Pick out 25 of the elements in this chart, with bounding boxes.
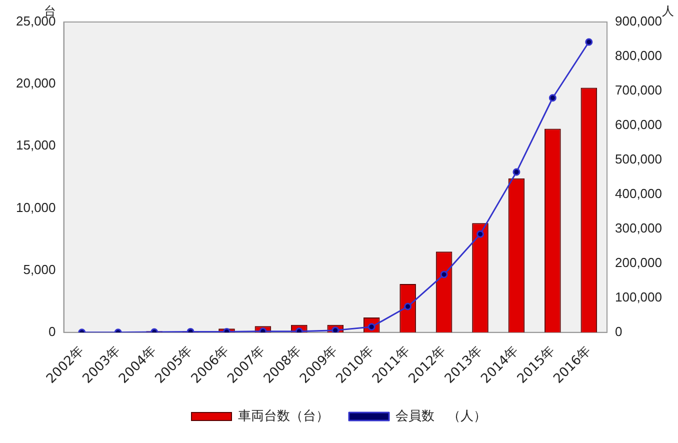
point [332, 326, 340, 332]
point [476, 230, 484, 238]
y-tick-label: 15,000 [16, 138, 56, 153]
legend-label: 車両台数（台） [238, 408, 329, 424]
y2-axis-title: 人 [662, 4, 674, 18]
point [585, 38, 593, 46]
y2-tick-label: 800,000 [615, 48, 662, 64]
point [404, 302, 412, 310]
y-tick-label: 20,000 [16, 76, 56, 91]
y-tick-label: 0 [48, 324, 56, 339]
y2-tick-label: 400,000 [615, 186, 662, 202]
y2-tick-label: 300,000 [615, 220, 662, 236]
y2-tick-label: 700,000 [615, 82, 662, 98]
y2-tick-label: 0 [615, 324, 622, 339]
point [512, 168, 520, 176]
y-tick-label: 5,000 [23, 262, 56, 277]
y-tick-label: 10,000 [16, 200, 56, 215]
y2-tick-label: 200,000 [615, 254, 662, 270]
y2-tick-label: 100,000 [615, 289, 662, 304]
y2-tick-label: 500,000 [615, 152, 662, 167]
legend-label: 会員数 （人） [396, 408, 486, 424]
y2-tick-label: 600,000 [615, 117, 662, 132]
point [548, 94, 556, 102]
point [440, 270, 448, 278]
y2-tick-label: 900,000 [615, 14, 662, 29]
